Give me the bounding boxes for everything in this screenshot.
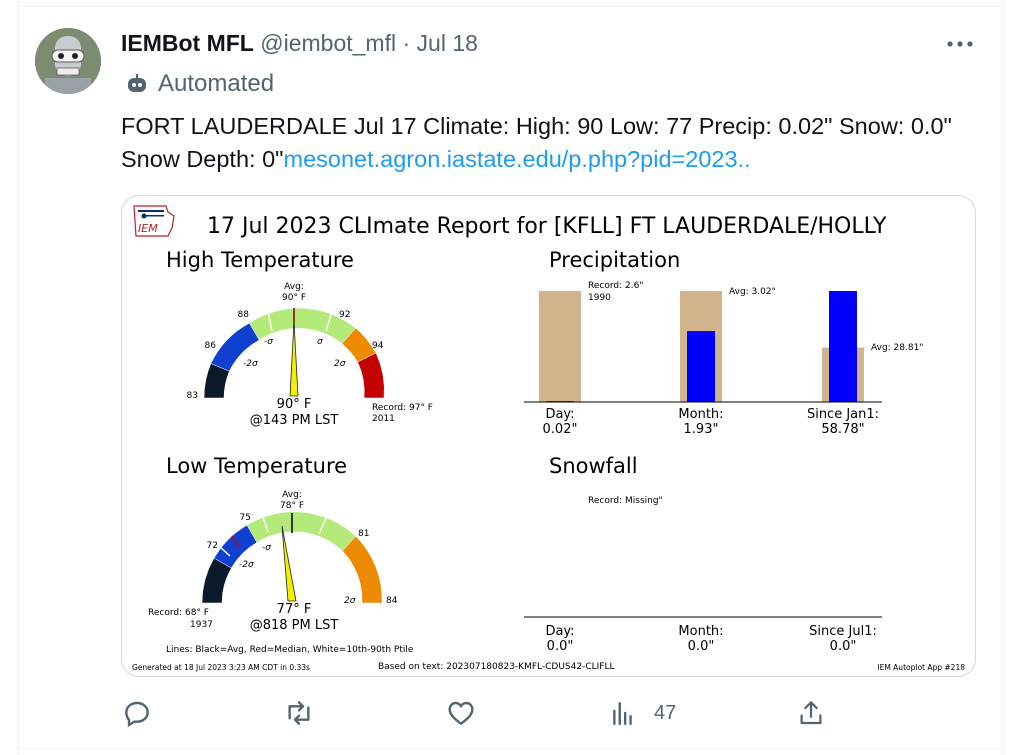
lines-legend: Lines: Black=Avg, Red=Median, White=10th…	[166, 645, 414, 655]
snow-chart: Record: Missing" Day: 0.0" Month: 0.0" S…	[524, 496, 882, 654]
reply-icon	[125, 701, 149, 728]
low-heading: Low Temperature	[166, 454, 347, 478]
precip-bar-month-observed	[687, 331, 715, 402]
more-dots-icon	[947, 41, 973, 47]
high-tick-88: 88	[238, 310, 250, 320]
footer-based-on: Based on text: 202307180823-KMFL-CDUS42-…	[378, 662, 615, 672]
precip-record-label: Record: 2.6"	[588, 281, 643, 291]
snow-val-jul1: 0.0"	[830, 639, 857, 654]
iem-logo: IEM	[132, 202, 180, 238]
footer-generated: Generated at 18 Jul 2023 3:23 AM CDT in …	[132, 663, 310, 672]
low-zone-2sigma-high	[342, 535, 383, 604]
low-tick-81: 81	[358, 529, 369, 539]
snow-cat-jul1: Since Jul1:	[809, 624, 877, 639]
high-sig-pos1: σ	[317, 337, 323, 347]
high-record-label: Record: 97° F	[372, 403, 433, 413]
high-sig-neg2: -2σ	[243, 359, 258, 369]
low-tick-84: 84	[386, 596, 398, 606]
high-observed: 90° F	[277, 397, 312, 412]
low-observed: 77° F	[277, 602, 312, 617]
tweet-body: FORT LAUDERDALE Jul 17 Climate: High: 90…	[121, 113, 952, 172]
footer-app: IEM Autoplot App #218	[877, 663, 965, 672]
handle[interactable]: @iembot_mfl	[260, 30, 397, 56]
bot-icon	[128, 74, 146, 92]
more-options-button[interactable]	[940, 30, 980, 58]
precip-record-year: 1990	[588, 293, 611, 303]
high-gauge: Avg: 90° F 83 86 88 92 94 -2σ -σ σ 2σ 90…	[187, 282, 433, 428]
high-needle	[289, 321, 299, 397]
high-avg-value: 90° F	[282, 293, 306, 303]
snow-val-month: 0.0"	[688, 639, 715, 654]
tweet-header: IEMBot MFL @iembot_mfl · Jul 18	[121, 30, 478, 57]
high-tick-92: 92	[339, 310, 350, 320]
high-heading: High Temperature	[166, 248, 354, 272]
automated-badge: Automated	[126, 70, 274, 98]
climate-report-image: IEM 17 Jul 2023 CLImate Report for [KFLL…	[132, 202, 965, 672]
heart-icon	[448, 701, 474, 726]
precip-chart: Record: 2.6" 1990 Avg: 3.02" Avg: 28.81"…	[524, 281, 923, 437]
tweet-text: FORT LAUDERDALE Jul 17 Climate: High: 90…	[121, 110, 961, 176]
low-time: @818 PM LST	[250, 618, 339, 633]
precip-val-day: 0.02"	[543, 422, 578, 437]
display-name[interactable]: IEMBot MFL	[121, 30, 254, 56]
precip-avg-jan1-label: Avg: 28.81"	[871, 343, 923, 353]
share-button[interactable]	[796, 696, 826, 730]
high-tick-94: 94	[372, 341, 384, 351]
low-avg-value: 78° F	[280, 501, 304, 511]
retweet-icon	[288, 701, 310, 725]
robot-avatar-icon	[35, 28, 101, 94]
snow-heading: Snowfall	[549, 454, 638, 478]
low-sig-neg2: -2σ	[239, 560, 254, 570]
report-card[interactable]: IEM 17 Jul 2023 CLImate Report for [KFLL…	[121, 195, 976, 677]
high-sig-pos2: 2σ	[334, 359, 346, 369]
low-gauge: Avg: 78° F 72 75 81 84 -2σ -σ 2σ 77° F @…	[148, 490, 414, 655]
low-tick-75: 75	[240, 513, 251, 523]
automated-label: Automated	[158, 70, 275, 97]
high-time: @143 PM LST	[250, 413, 339, 428]
low-median-line	[231, 535, 240, 549]
precip-val-jan1: 58.78"	[821, 422, 864, 437]
precip-avg-month-label: Avg: 3.02"	[729, 287, 776, 297]
logo-text: IEM	[138, 222, 158, 235]
separator: ·	[402, 30, 411, 56]
low-record-year: 1937	[190, 620, 213, 630]
low-tick-72: 72	[207, 541, 218, 551]
precip-cat-jan1: Since Jan1:	[807, 407, 879, 422]
snow-val-day: 0.0"	[547, 639, 574, 654]
high-tick-86: 86	[205, 341, 217, 351]
precip-bar-day-record	[539, 291, 581, 402]
low-sig-pos2: 2σ	[344, 596, 356, 606]
snow-cat-month: Month:	[678, 624, 723, 639]
high-tick-83: 83	[187, 391, 198, 401]
tweet-link[interactable]: mesonet.agron.iastate.edu/p.php?pid=2023…	[283, 146, 751, 172]
views-chart-icon	[613, 702, 632, 726]
snow-cat-day: Day:	[545, 624, 574, 639]
high-zone-record	[357, 352, 385, 399]
low-avg-label: Avg:	[282, 490, 302, 500]
reply-button[interactable]	[121, 696, 153, 730]
precip-bar-jan1-observed	[829, 291, 857, 402]
high-avg-label: Avg:	[284, 282, 304, 292]
precip-cat-day: Day:	[545, 407, 574, 422]
action-bar: 47	[121, 696, 841, 732]
views-button[interactable]: 47	[610, 696, 676, 730]
share-icon	[800, 701, 822, 725]
low-sig-neg1: -σ	[262, 543, 271, 553]
high-sig-neg1: -σ	[264, 337, 273, 347]
report-title: 17 Jul 2023 CLImate Report for [KFLL] FT…	[207, 214, 887, 239]
like-button[interactable]	[445, 696, 477, 730]
avatar[interactable]	[35, 28, 101, 94]
tweet-date[interactable]: Jul 18	[416, 30, 478, 56]
low-needle	[281, 525, 297, 602]
low-record-label: Record: 68° F	[148, 608, 209, 618]
snow-record-label: Record: Missing"	[588, 496, 663, 506]
precip-cat-month: Month:	[678, 407, 723, 422]
views-count: 47	[654, 701, 677, 724]
precip-heading: Precipitation	[549, 248, 680, 272]
high-record-year: 2011	[372, 414, 395, 424]
retweet-button[interactable]	[283, 696, 315, 730]
precip-val-month: 1.93"	[684, 422, 719, 437]
